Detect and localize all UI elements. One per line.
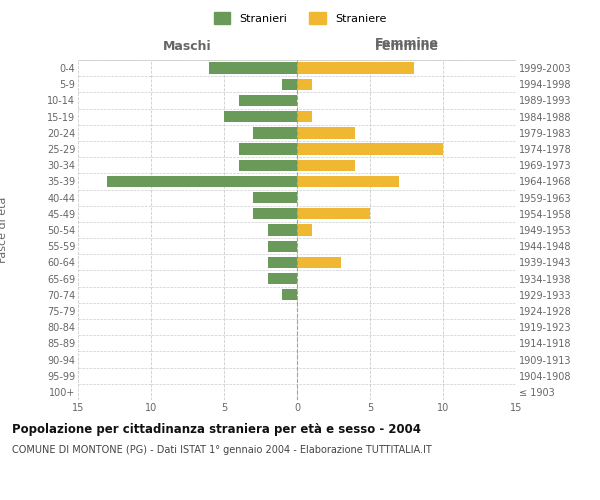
Bar bbox=[253, 208, 297, 220]
Bar bbox=[268, 240, 297, 252]
Text: Popolazione per cittadinanza straniera per età e sesso - 2004: Popolazione per cittadinanza straniera p… bbox=[12, 422, 421, 436]
Text: Femmine: Femmine bbox=[374, 40, 439, 53]
Y-axis label: Fasce di età: Fasce di età bbox=[0, 197, 8, 263]
Bar bbox=[253, 192, 297, 203]
Text: Femmine: Femmine bbox=[374, 37, 439, 50]
Bar bbox=[297, 160, 355, 171]
Bar bbox=[239, 95, 297, 106]
Bar bbox=[297, 111, 311, 122]
Text: Maschi: Maschi bbox=[163, 40, 212, 53]
Bar bbox=[268, 256, 297, 268]
Bar bbox=[297, 256, 341, 268]
Bar bbox=[268, 224, 297, 235]
Bar bbox=[239, 160, 297, 171]
Bar bbox=[297, 62, 414, 74]
Bar bbox=[297, 127, 355, 138]
Bar bbox=[239, 144, 297, 154]
Legend: Stranieri, Straniere: Stranieri, Straniere bbox=[209, 8, 391, 28]
Bar bbox=[268, 273, 297, 284]
Bar bbox=[297, 78, 311, 90]
Bar bbox=[253, 127, 297, 138]
Bar bbox=[107, 176, 297, 187]
Bar bbox=[283, 78, 297, 90]
Text: COMUNE DI MONTONE (PG) - Dati ISTAT 1° gennaio 2004 - Elaborazione TUTTITALIA.IT: COMUNE DI MONTONE (PG) - Dati ISTAT 1° g… bbox=[12, 445, 432, 455]
Bar bbox=[283, 289, 297, 300]
Bar bbox=[297, 144, 443, 154]
Bar bbox=[297, 208, 370, 220]
Bar bbox=[224, 111, 297, 122]
Bar bbox=[209, 62, 297, 74]
Bar bbox=[297, 224, 311, 235]
Bar bbox=[297, 176, 399, 187]
